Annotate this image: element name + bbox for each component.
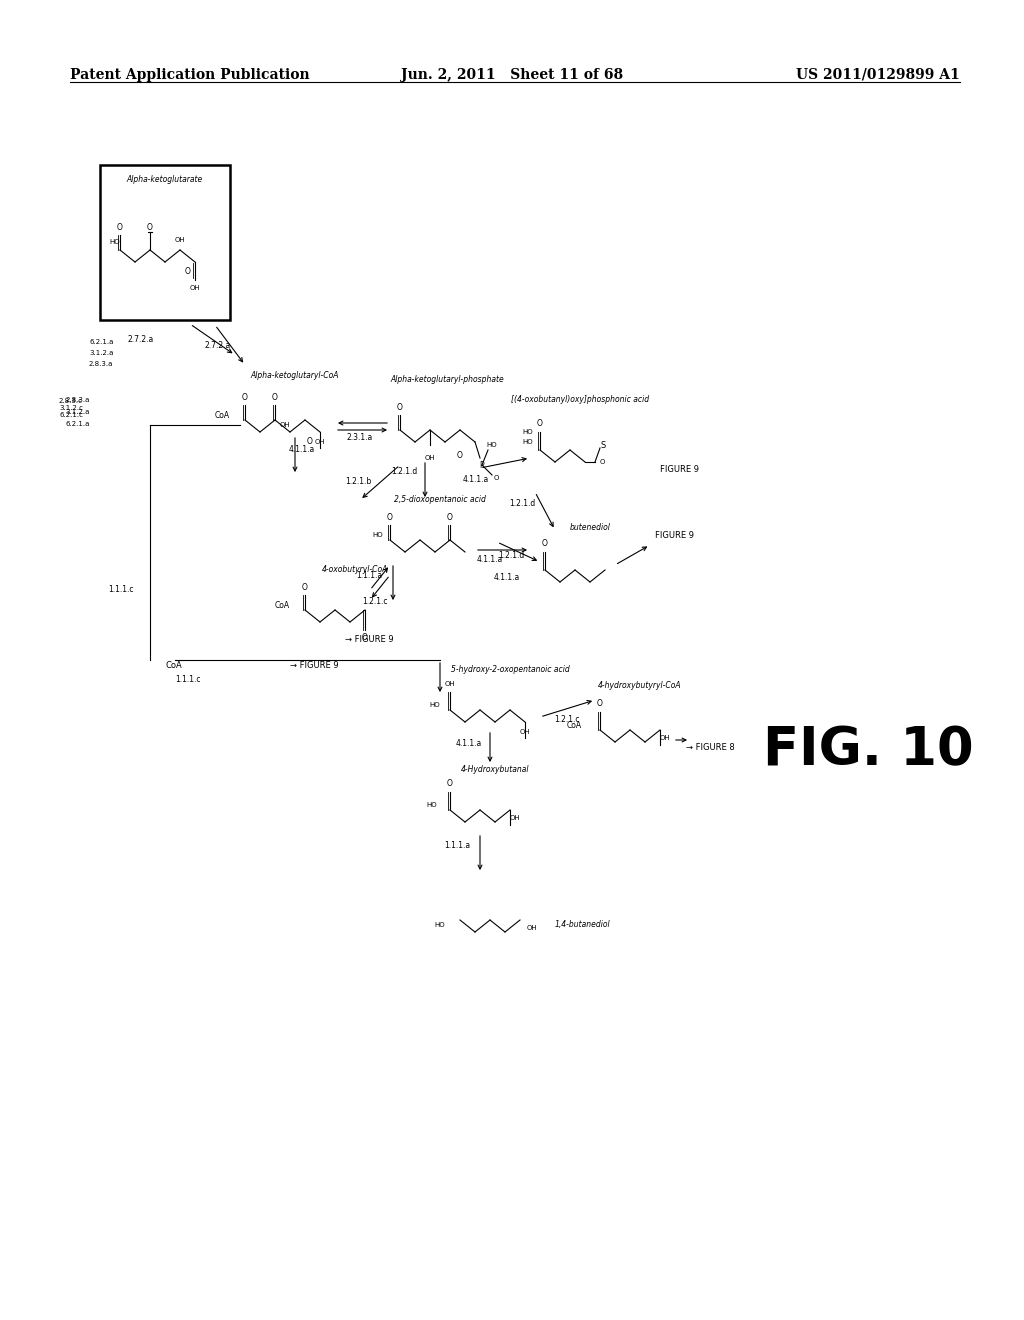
Text: CoA: CoA [274, 601, 290, 610]
Text: OH: OH [444, 681, 456, 686]
Text: US 2011/0129899 A1: US 2011/0129899 A1 [797, 69, 961, 82]
Text: 3.1.2.a: 3.1.2.a [89, 350, 114, 356]
Text: 1.1.1.a: 1.1.1.a [356, 570, 382, 579]
Text: 2.7.2.a: 2.7.2.a [128, 335, 155, 345]
Text: HO: HO [110, 239, 120, 246]
Text: O: O [542, 540, 548, 549]
Text: 3.1.2.a: 3.1.2.a [66, 409, 90, 414]
Text: 6.2.1.a: 6.2.1.a [89, 339, 114, 345]
Text: HO: HO [430, 702, 440, 708]
Text: [(4-oxobutanyl)oxy]phosphonic acid: [(4-oxobutanyl)oxy]phosphonic acid [511, 396, 649, 404]
Text: O: O [147, 223, 153, 232]
Text: FIGURE 9: FIGURE 9 [655, 531, 694, 540]
Text: 1.2.1.c: 1.2.1.c [362, 598, 388, 606]
Text: → FIGURE 9: → FIGURE 9 [290, 660, 339, 669]
Text: 2.3.1.a: 2.3.1.a [347, 433, 373, 442]
Text: 1.1.1.c: 1.1.1.c [175, 676, 201, 685]
Text: O: O [457, 450, 463, 459]
Text: P: P [479, 461, 484, 470]
Text: O: O [537, 420, 543, 429]
Text: HO: HO [427, 803, 437, 808]
Text: 1.1.1.c: 1.1.1.c [108, 586, 133, 594]
Text: HO: HO [434, 921, 445, 928]
Text: OH: OH [659, 735, 671, 741]
Text: 1.2.1.d: 1.2.1.d [391, 467, 417, 477]
Text: 4.1.1.a: 4.1.1.a [289, 446, 315, 454]
Text: 1.2.1.d: 1.2.1.d [498, 552, 524, 561]
Text: 4-oxobutyryl-CoA: 4-oxobutyryl-CoA [322, 565, 388, 574]
Text: 4.1.1.a: 4.1.1.a [477, 556, 503, 565]
Text: HO: HO [486, 442, 498, 447]
Bar [100, 165, 230, 319]
Text: 1.2.1.c: 1.2.1.c [554, 715, 580, 725]
Text: O: O [387, 513, 393, 523]
Text: OH: OH [280, 422, 291, 428]
Text: O: O [447, 513, 453, 523]
Text: O: O [272, 393, 278, 403]
Text: 1,4-butanediol: 1,4-butanediol [555, 920, 610, 929]
Text: Alpha-ketoglutaryl-CoA: Alpha-ketoglutaryl-CoA [251, 371, 339, 380]
Text: Alpha-ketoglutaryl-phosphate: Alpha-ketoglutaryl-phosphate [390, 375, 504, 384]
Text: O: O [599, 459, 605, 465]
Text: O: O [362, 634, 368, 643]
Text: O: O [447, 780, 453, 788]
Text: 1.2.1.d: 1.2.1.d [509, 499, 536, 508]
Text: OH: OH [175, 238, 185, 243]
Text: 2.7.2.a: 2.7.2.a [205, 341, 231, 350]
Text: OH: OH [526, 925, 538, 931]
Text: 1.1.1.a: 1.1.1.a [443, 841, 470, 850]
Text: 1.2.1.b: 1.2.1.b [345, 478, 371, 487]
Text: CoA: CoA [165, 660, 181, 669]
Text: OH: OH [314, 440, 326, 445]
Text: 4-hydroxybutyryl-CoA: 4-hydroxybutyryl-CoA [598, 681, 682, 689]
Text: 2.8.3.c
3.1.2.c
6.2.1.c: 2.8.3.c 3.1.2.c 6.2.1.c [59, 399, 83, 418]
Text: HO: HO [522, 429, 534, 436]
Text: 6.2.1.a: 6.2.1.a [66, 421, 90, 426]
Text: 4.1.1.a: 4.1.1.a [456, 738, 482, 747]
Text: → FIGURE 9: → FIGURE 9 [345, 635, 393, 644]
Text: 2.8.3.a: 2.8.3.a [66, 397, 90, 403]
Text: 4.1.1.a: 4.1.1.a [463, 475, 489, 484]
Text: 2,5-dioxopentanoic acid: 2,5-dioxopentanoic acid [394, 495, 486, 504]
Text: 4-Hydroxybutanal: 4-Hydroxybutanal [461, 766, 529, 775]
Text: OH: OH [425, 455, 435, 461]
Text: → FIGURE 8: → FIGURE 8 [686, 743, 735, 752]
Text: O: O [397, 404, 402, 412]
Text: Patent Application Publication: Patent Application Publication [70, 69, 309, 82]
Text: butenediol: butenediol [569, 523, 610, 532]
Text: 2.8.3.a: 2.8.3.a [89, 360, 114, 367]
Text: HO: HO [373, 532, 383, 539]
Text: O: O [597, 700, 603, 709]
Text: Alpha-ketoglutarate: Alpha-ketoglutarate [127, 176, 203, 185]
Text: O: O [307, 437, 313, 446]
Text: OH: OH [520, 729, 530, 735]
Text: O: O [242, 393, 248, 403]
Text: O: O [117, 223, 123, 232]
Text: CoA: CoA [567, 721, 582, 730]
Text: FIG. 10: FIG. 10 [763, 723, 974, 776]
Text: S: S [600, 441, 605, 450]
Text: HO: HO [522, 440, 534, 445]
Text: CoA: CoA [215, 411, 230, 420]
Text: OH: OH [510, 814, 520, 821]
Text: FIGURE 9: FIGURE 9 [660, 466, 699, 474]
Text: Jun. 2, 2011   Sheet 11 of 68: Jun. 2, 2011 Sheet 11 of 68 [401, 69, 623, 82]
Text: OH: OH [189, 285, 201, 290]
Text: O: O [494, 475, 499, 480]
Text: 5-hydroxy-2-oxopentanoic acid: 5-hydroxy-2-oxopentanoic acid [451, 665, 569, 675]
Text: 4.1.1.a: 4.1.1.a [494, 573, 520, 582]
Text: O: O [185, 268, 190, 276]
Text: O: O [302, 583, 308, 593]
